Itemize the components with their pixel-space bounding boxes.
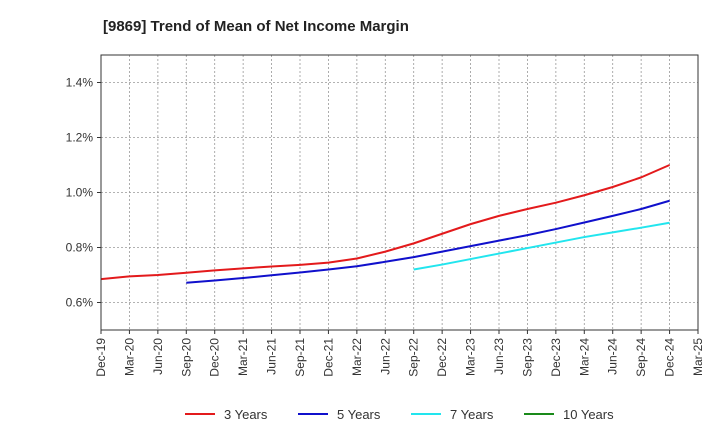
chart-title: [9869] Trend of Mean of Net Income Margi…: [103, 18, 409, 35]
x-tick-label: Sep-24: [634, 338, 648, 377]
x-tick-label: Mar-20: [122, 338, 136, 376]
x-tick-label: Dec-20: [208, 338, 222, 377]
x-tick-label: Dec-23: [549, 338, 563, 377]
x-tick-label: Sep-21: [293, 338, 307, 377]
legend-label: 10 Years: [563, 407, 614, 422]
x-tick-label: Mar-22: [350, 338, 364, 376]
y-tick-label: 0.8%: [66, 241, 94, 255]
x-tick-label: Jun-23: [492, 338, 506, 375]
series-line-3-years: [100, 164, 670, 281]
y-tick-label: 1.0%: [66, 186, 94, 200]
x-tick-label: Sep-23: [520, 338, 534, 377]
x-tick-label: Mar-23: [464, 338, 478, 376]
x-tick-label: Sep-22: [407, 338, 421, 377]
x-tick-label: Mar-25: [691, 338, 705, 376]
series-lines: [100, 164, 670, 284]
y-tick-label: 1.2%: [66, 131, 94, 145]
x-tick-label: Dec-24: [663, 338, 677, 377]
y-tick-label: 1.4%: [66, 76, 94, 90]
x-tick-label: Dec-19: [94, 338, 108, 377]
x-tick-label: Dec-22: [435, 338, 449, 377]
series-line-5-years: [186, 199, 670, 284]
y-tick-label: 0.6%: [66, 296, 94, 310]
x-tick-label: Jun-20: [151, 338, 165, 375]
x-tick-label: Dec-21: [321, 338, 335, 377]
plot-frame: [100, 54, 699, 331]
legend-label: 7 Years: [450, 407, 494, 422]
legend-label: 5 Years: [337, 407, 381, 422]
legend: 3 Years 5 Years 7 Years 10 Years: [185, 407, 614, 422]
grid: [101, 55, 698, 330]
x-tick-label: Mar-21: [236, 338, 250, 376]
legend-label: 3 Years: [224, 407, 268, 422]
x-axis-ticks: Dec-19 Mar-20 Jun-20 Sep-20 Dec-20 Mar-21 Jun-…: [94, 330, 705, 377]
x-tick-label: Mar-24: [577, 338, 591, 376]
y-axis-ticks: 0.6% 0.8% 1.0% 1.2% 1.4%: [66, 76, 101, 310]
x-tick-label: Sep-20: [179, 338, 193, 377]
x-tick-label: Jun-21: [265, 338, 279, 375]
series-line-7-years: [413, 221, 670, 271]
x-tick-label: Jun-24: [606, 338, 620, 375]
x-tick-label: Jun-22: [378, 338, 392, 375]
